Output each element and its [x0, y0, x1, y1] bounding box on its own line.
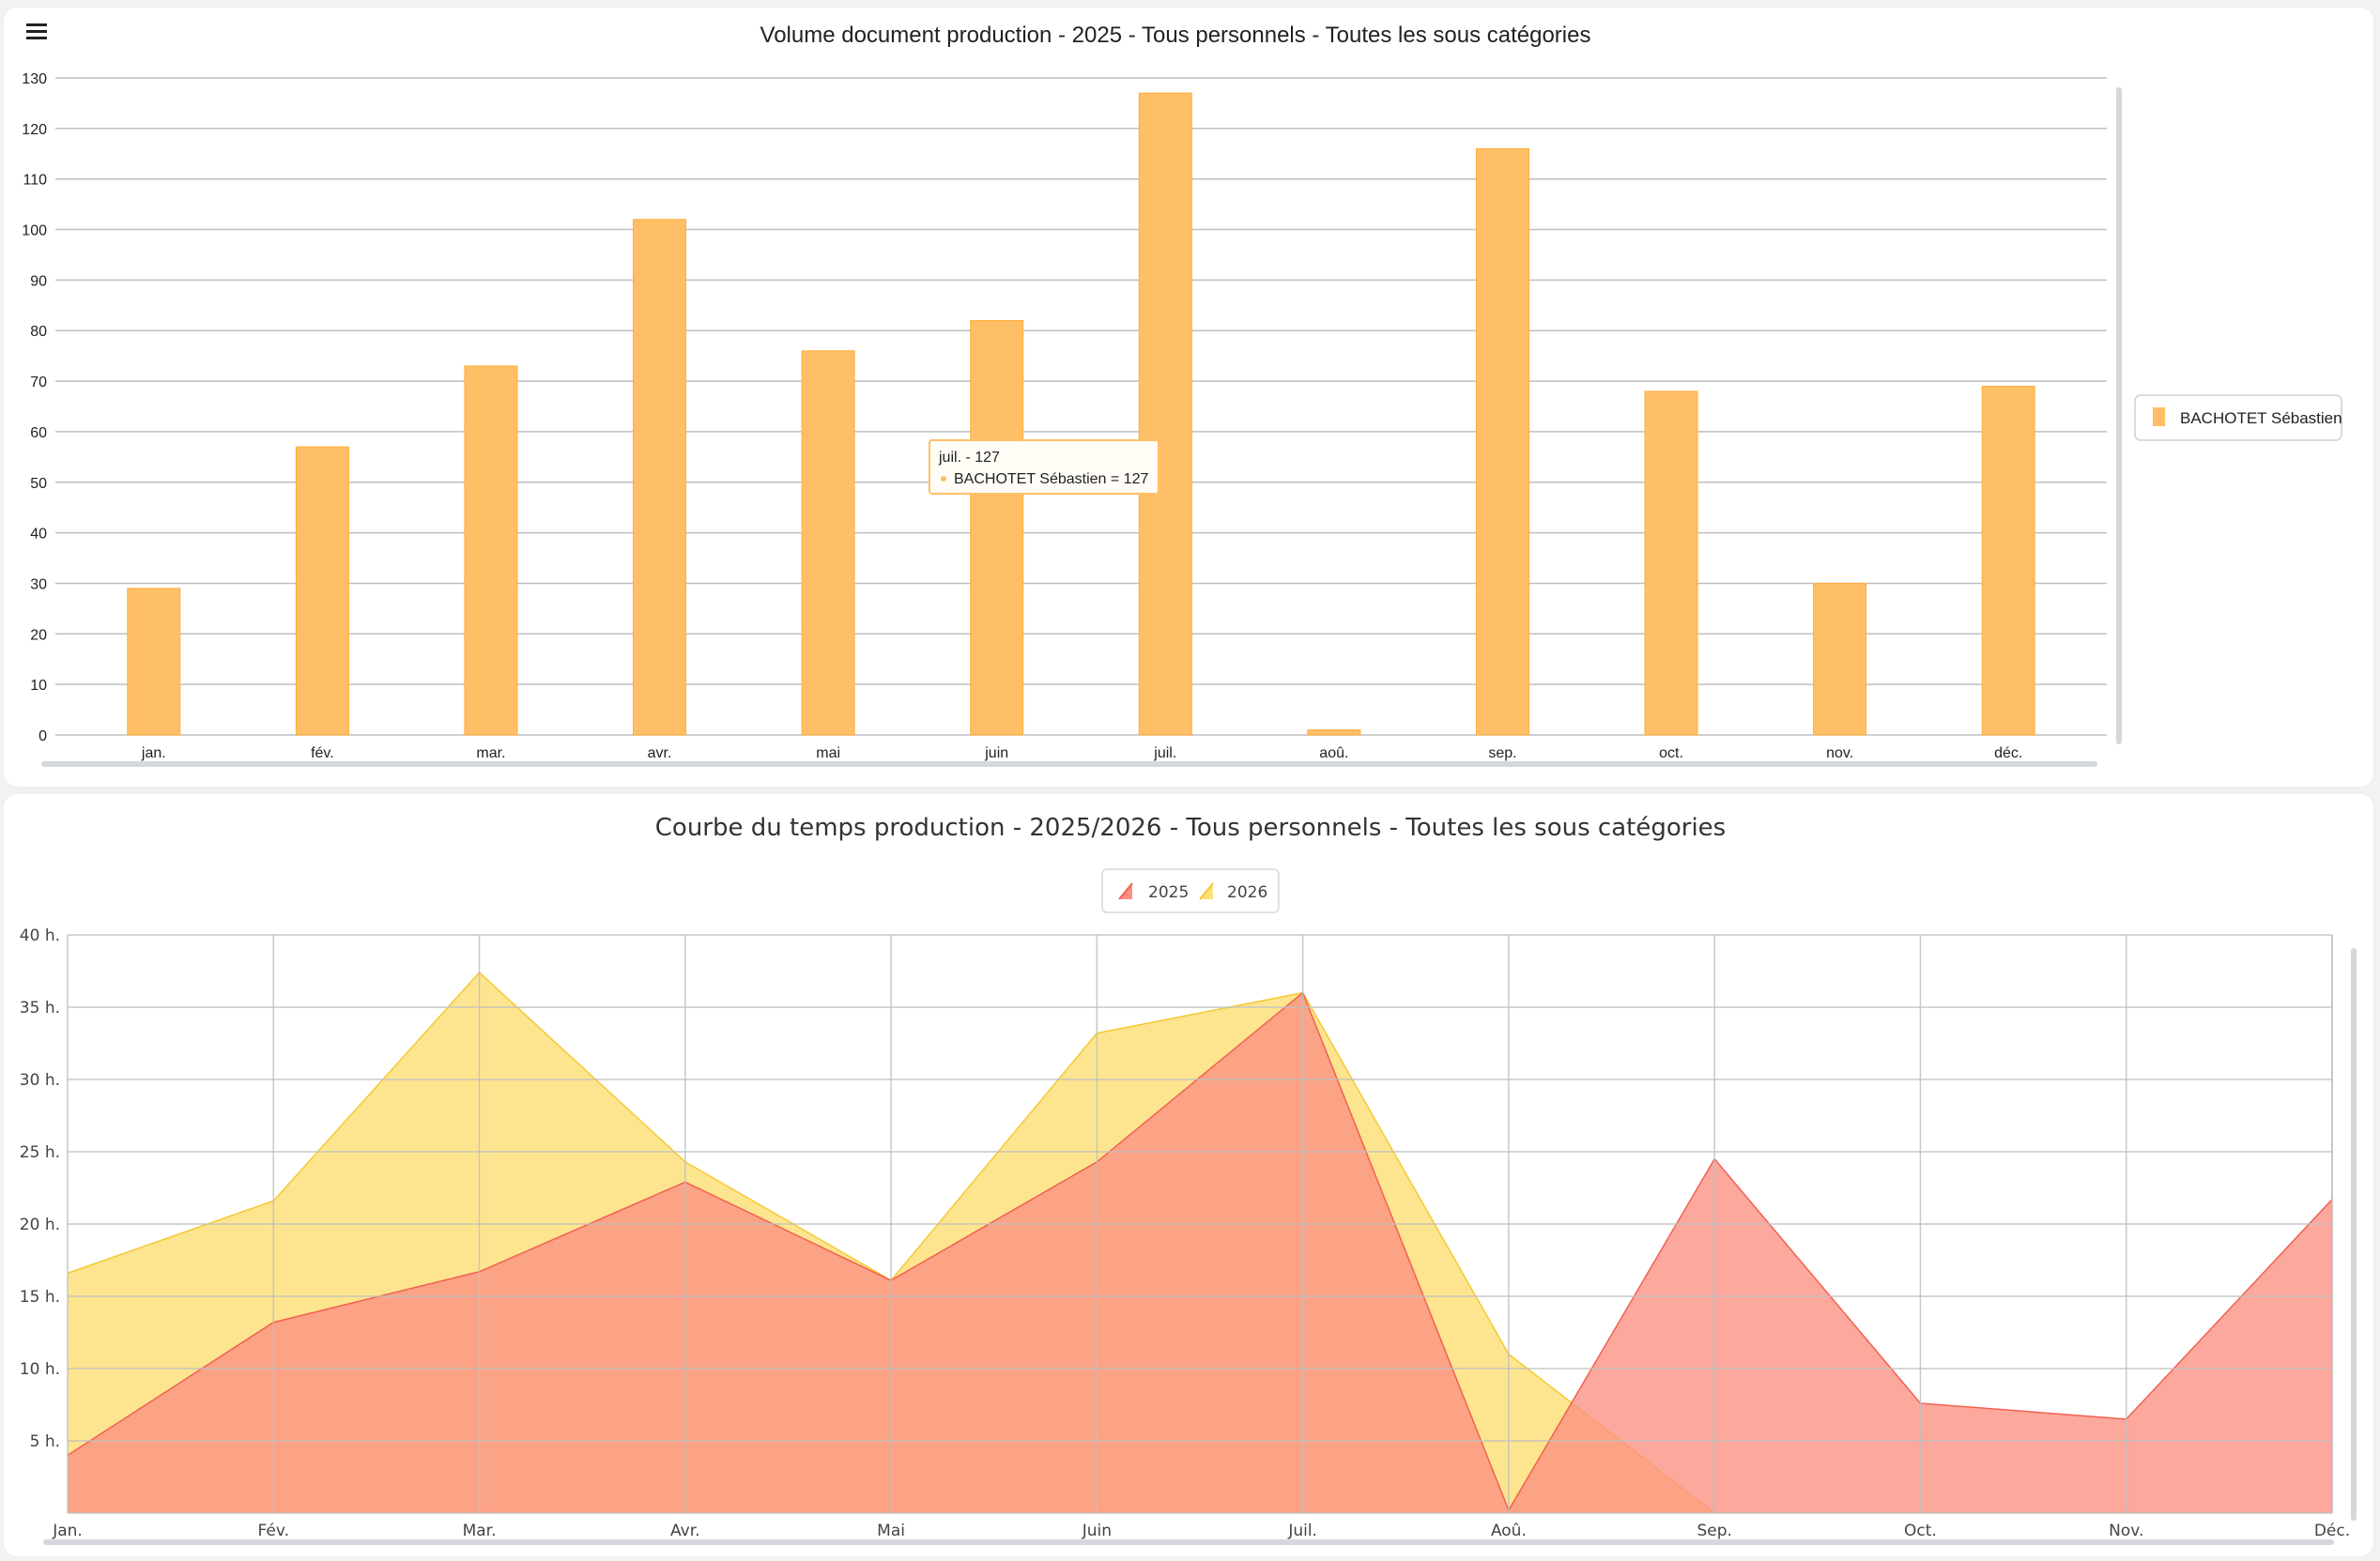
- tooltip-line: BACHOTET Sébastien = 127: [954, 471, 1148, 487]
- x-tick-label: oct.: [1659, 745, 1683, 761]
- x-tick-label: fév.: [311, 745, 334, 761]
- volume-chart-panel: Volume document production - 2025 - Tous…: [4, 8, 2373, 787]
- x-tick-label: mai: [816, 745, 840, 761]
- y-tick-label: 30: [30, 576, 47, 592]
- y-tick-label: 50: [30, 476, 47, 492]
- legend-2025-icon: [1118, 882, 1133, 900]
- bar-fév.[interactable]: [295, 446, 349, 736]
- bar-juil.[interactable]: [1138, 92, 1192, 736]
- x-tick-label: Juil.: [1287, 1522, 1317, 1540]
- x-tick-label: nov.: [1826, 745, 1853, 761]
- x-tick-label: Déc.: [2314, 1522, 2350, 1540]
- x-tick-label: Nov.: [2109, 1522, 2143, 1540]
- x-tick-label: Sep.: [1697, 1522, 1731, 1540]
- x-tick-label: Aoû.: [1491, 1522, 1527, 1540]
- menu-icon[interactable]: [26, 23, 47, 40]
- y-tick-label: 20: [30, 627, 47, 643]
- x-tick-label: Avr.: [670, 1522, 700, 1540]
- x-tick-label: jan.: [141, 745, 166, 761]
- volume-bar-chart: Volume document production - 2025 - Tous…: [22, 23, 2342, 767]
- y-tick-label: 60: [30, 425, 47, 441]
- y-tick-label: 20 h.: [20, 1216, 60, 1234]
- x-tick-label: avr.: [648, 745, 672, 761]
- x-tick-label: aoû.: [1319, 745, 1348, 761]
- legend[interactable]: BACHOTET Sébastien: [2134, 394, 2342, 441]
- tooltip-box: [929, 439, 1159, 495]
- y-tick-label: 10 h.: [20, 1360, 60, 1379]
- y-tick-label: 70: [30, 375, 47, 390]
- y-tick-label: 40: [30, 527, 47, 543]
- bar-juin[interactable]: [970, 319, 1024, 736]
- legend-2026-icon: [1199, 882, 1214, 900]
- bar-nov.[interactable]: [1813, 582, 1867, 736]
- bar-déc.[interactable]: [1981, 385, 2035, 736]
- tooltip-marker: [941, 476, 946, 482]
- area-series-2025[interactable]: [68, 992, 2332, 1513]
- bar-oct.[interactable]: [1644, 390, 1698, 736]
- y-tick-label: 90: [30, 273, 47, 289]
- x-tick-label: mar.: [476, 745, 505, 761]
- y-tick-label: 25 h.: [20, 1143, 60, 1162]
- y-tick-label: 130: [22, 71, 47, 87]
- x-tick-label: Mai: [877, 1522, 905, 1540]
- vertical-scrollbar[interactable]: [2351, 948, 2357, 1521]
- x-tick-label: Oct.: [1904, 1522, 1937, 1540]
- legend-2025-label: 2025: [1148, 883, 1189, 902]
- area-legend-box: [1101, 868, 1280, 913]
- y-tick-label: 110: [23, 173, 47, 189]
- y-tick-label: 40 h.: [20, 926, 60, 945]
- time-chart-title: Courbe du temps production - 2025/2026 -…: [655, 814, 1726, 842]
- volume-chart-title: Volume document production - 2025 - Tous…: [760, 23, 1591, 48]
- y-tick-label: 35 h.: [20, 999, 60, 1018]
- legend-swatch: [2153, 407, 2165, 426]
- legend-2026-label: 2026: [1227, 883, 1267, 902]
- bar-mar.[interactable]: [464, 365, 518, 736]
- y-tick-label: 120: [22, 122, 47, 138]
- y-tick-label: 30 h.: [20, 1071, 60, 1090]
- bar-sep.[interactable]: [1475, 147, 1529, 736]
- y-tick-label: 0: [38, 728, 47, 744]
- x-tick-label: Jan.: [52, 1522, 83, 1540]
- bar-aoû.[interactable]: [1307, 729, 1361, 736]
- x-tick-label: Mar.: [463, 1522, 497, 1540]
- x-tick-label: juin: [984, 745, 1008, 761]
- bar-mai[interactable]: [801, 350, 855, 736]
- y-tick-label: 5 h.: [30, 1432, 60, 1451]
- x-tick-label: Fév.: [258, 1522, 289, 1540]
- x-tick-label: Juin: [1082, 1522, 1112, 1540]
- legend-label: BACHOTET Sébastien: [2180, 409, 2342, 427]
- vertical-scrollbar[interactable]: [2116, 87, 2122, 744]
- x-tick-label: juil.: [1153, 745, 1176, 761]
- tooltip-header: juil. - 127: [938, 450, 1000, 466]
- horizontal-scrollbar[interactable]: [43, 1539, 2334, 1545]
- tooltip: juil. - 127 BACHOTET Sébastien = 127: [929, 439, 1159, 495]
- bar-avr.[interactable]: [633, 219, 687, 736]
- legend-box: [2134, 394, 2342, 441]
- y-tick-label: 15 h.: [20, 1288, 60, 1307]
- time-area-chart: Courbe du temps production - 2025/2026 -…: [20, 814, 2357, 1545]
- line-series-2025: [67, 991, 2333, 1512]
- time-chart-panel: Courbe du temps production - 2025/2026 -…: [4, 794, 2373, 1556]
- bar-jan.[interactable]: [127, 588, 181, 736]
- area-legend[interactable]: 2025 2026: [1101, 868, 1280, 913]
- x-tick-label: sep.: [1488, 745, 1516, 761]
- y-tick-label: 80: [30, 324, 47, 340]
- x-tick-label: déc.: [1994, 745, 2022, 761]
- y-tick-label: 10: [30, 678, 47, 694]
- y-tick-label: 100: [22, 223, 47, 239]
- horizontal-scrollbar[interactable]: [41, 761, 2097, 767]
